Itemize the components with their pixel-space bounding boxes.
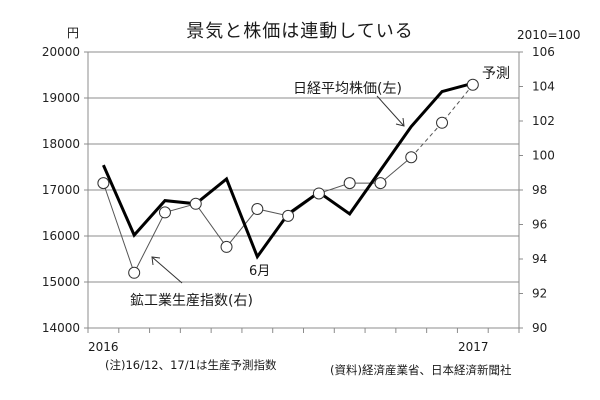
x-label-2017: 2017	[458, 340, 489, 354]
left-tick-label: 18000	[42, 137, 80, 151]
ip-marker	[251, 202, 264, 215]
ip-marker	[343, 177, 356, 190]
arrow-nikkei	[376, 95, 405, 127]
right-axis-unit: 2010=100	[517, 28, 581, 42]
left-tick-label: 16000	[42, 229, 80, 243]
arrowhead-nikkei-icon	[395, 117, 405, 127]
annotation-arrows	[151, 95, 405, 284]
right-tick-label: 100	[532, 149, 555, 163]
nikkei-line	[102, 81, 474, 260]
right-tick-label: 102	[532, 114, 555, 128]
series-industrial-production	[102, 84, 474, 275]
forecast-label: 予測	[482, 66, 510, 82]
right-tick-label: 104	[532, 80, 555, 94]
chart-title: 景気と株価は連動している	[186, 21, 414, 42]
arrow-ip	[151, 256, 183, 284]
right-tick-label: 106	[532, 45, 555, 59]
ip-marker	[128, 266, 141, 279]
ip-marker	[158, 206, 171, 219]
right-tick-label: 94	[532, 252, 547, 266]
right-axis-ticks: 90 92 94 96 98 100 102 104 106	[519, 45, 555, 335]
ip-marker	[282, 209, 295, 222]
ip-marker	[312, 187, 325, 200]
right-tick-label: 90	[532, 321, 547, 335]
left-tick-label: 15000	[42, 275, 80, 289]
right-tick-label: 92	[532, 287, 547, 301]
left-axis-ticks: 14000 15000 16000 17000 18000 19000 20000	[42, 45, 88, 335]
nikkei-series-label: 日経平均株価(左)	[293, 81, 402, 97]
left-tick-label: 20000	[42, 45, 80, 59]
ip-series-label: 鉱工業生産指数(右)	[130, 293, 253, 309]
ip-marker	[466, 78, 479, 91]
ip-marker	[436, 116, 449, 129]
left-tick-label: 19000	[42, 91, 80, 105]
axes	[84, 52, 523, 333]
ip-line-forecast	[410, 84, 474, 158]
x-label-2016: 2016	[88, 340, 119, 354]
june-label: 6月	[249, 264, 271, 279]
ip-marker	[220, 240, 233, 253]
series-nikkei	[97, 78, 479, 279]
ip-marker	[97, 177, 110, 190]
source-note: (資料)経済産業省、日本経済新聞社	[330, 363, 512, 377]
arrowhead-ip-icon	[151, 256, 161, 266]
ip-marker	[189, 197, 202, 210]
right-tick-label: 98	[532, 183, 547, 197]
left-tick-label: 14000	[42, 321, 80, 335]
footnote: (注)16/12、17/1は生産予測指数	[105, 358, 277, 372]
gridlines	[88, 51, 519, 283]
ip-marker	[405, 151, 418, 164]
left-tick-label: 17000	[42, 183, 80, 197]
left-axis-unit: 円	[67, 26, 80, 40]
right-tick-label: 96	[532, 218, 547, 232]
ip-marker	[374, 177, 387, 190]
